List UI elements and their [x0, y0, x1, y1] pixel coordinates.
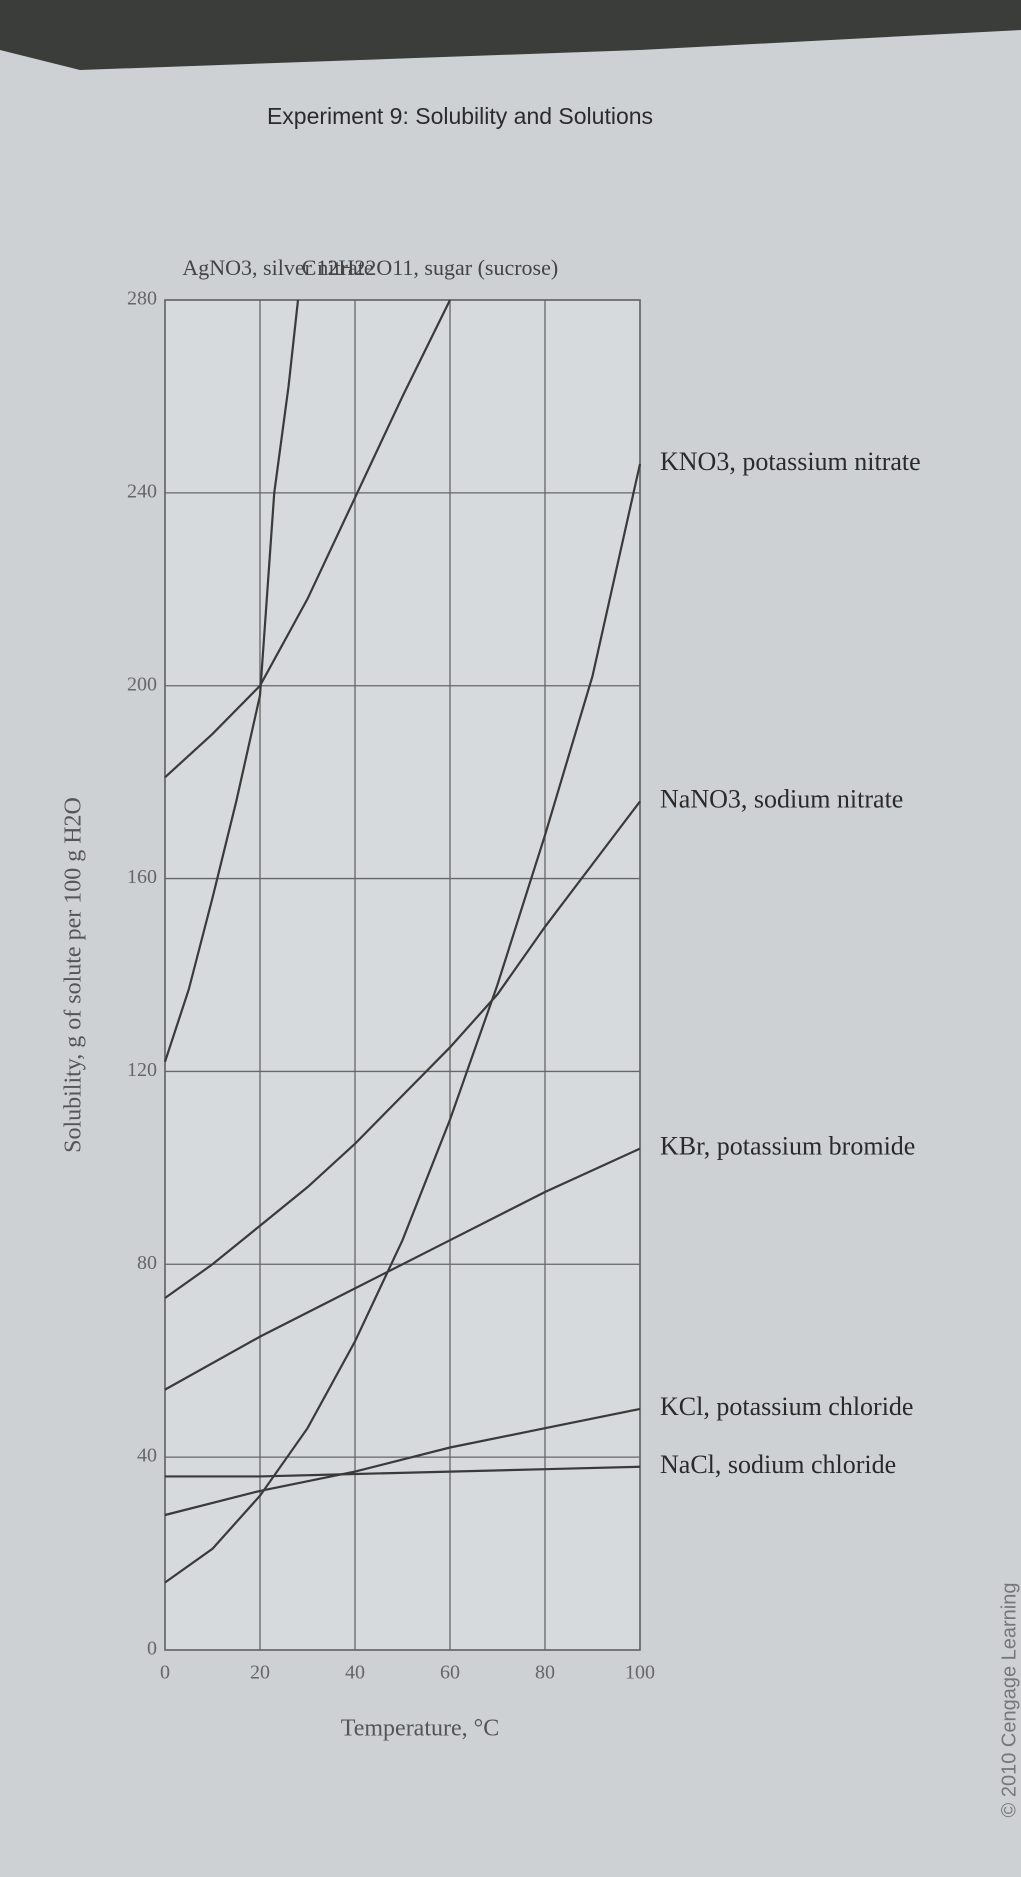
x-tick-label: 0	[160, 1662, 170, 1684]
plot-area	[164, 299, 641, 1651]
x-tick-label: 40	[345, 1662, 365, 1684]
y-axis-label: Solubility, g of solute per 100 g H2O	[61, 797, 87, 1153]
series-line	[164, 1407, 641, 1517]
series-label: AgNO3, silver nitrate	[182, 255, 373, 280]
y-tick-label: 160	[127, 866, 157, 888]
series-label: NaNO3, sodium nitrate	[660, 784, 903, 813]
y-tick-label: 40	[137, 1445, 157, 1467]
page-header: Experiment 9: Solubility and Solutions	[267, 103, 653, 129]
y-tick-label: 280	[127, 288, 157, 310]
x-tick-label: 60	[440, 1662, 460, 1684]
y-tick-label: 240	[127, 480, 157, 502]
series-label: C12H22O11, sugar (sucrose)	[302, 255, 558, 280]
series-label: KBr, potassium bromide	[660, 1132, 915, 1161]
series-label: KCl, potassium chloride	[660, 1392, 913, 1421]
series-line	[164, 463, 642, 1584]
series-label: KNO3, potassium nitrate	[660, 447, 921, 476]
series-line	[164, 800, 641, 1299]
y-tick-label: 0	[147, 1638, 157, 1660]
x-tick-label: 80	[535, 1662, 555, 1684]
y-tick-label: 80	[137, 1252, 157, 1274]
credit: © 2010 Cengage Learning	[998, 1583, 1020, 1818]
x-axis-label: Temperature, °C	[341, 1716, 500, 1742]
series-line	[165, 1465, 641, 1478]
y-tick-label: 120	[127, 1059, 157, 1081]
series-line	[163, 299, 300, 1063]
x-tick-label: 20	[250, 1662, 270, 1684]
series-line	[164, 1147, 641, 1391]
series-line	[164, 299, 451, 779]
y-tick-label: 200	[127, 673, 157, 695]
page-shadow	[0, 0, 1021, 70]
series-label: NaCl, sodium chloride	[660, 1450, 896, 1479]
x-tick-label: 100	[625, 1662, 655, 1684]
